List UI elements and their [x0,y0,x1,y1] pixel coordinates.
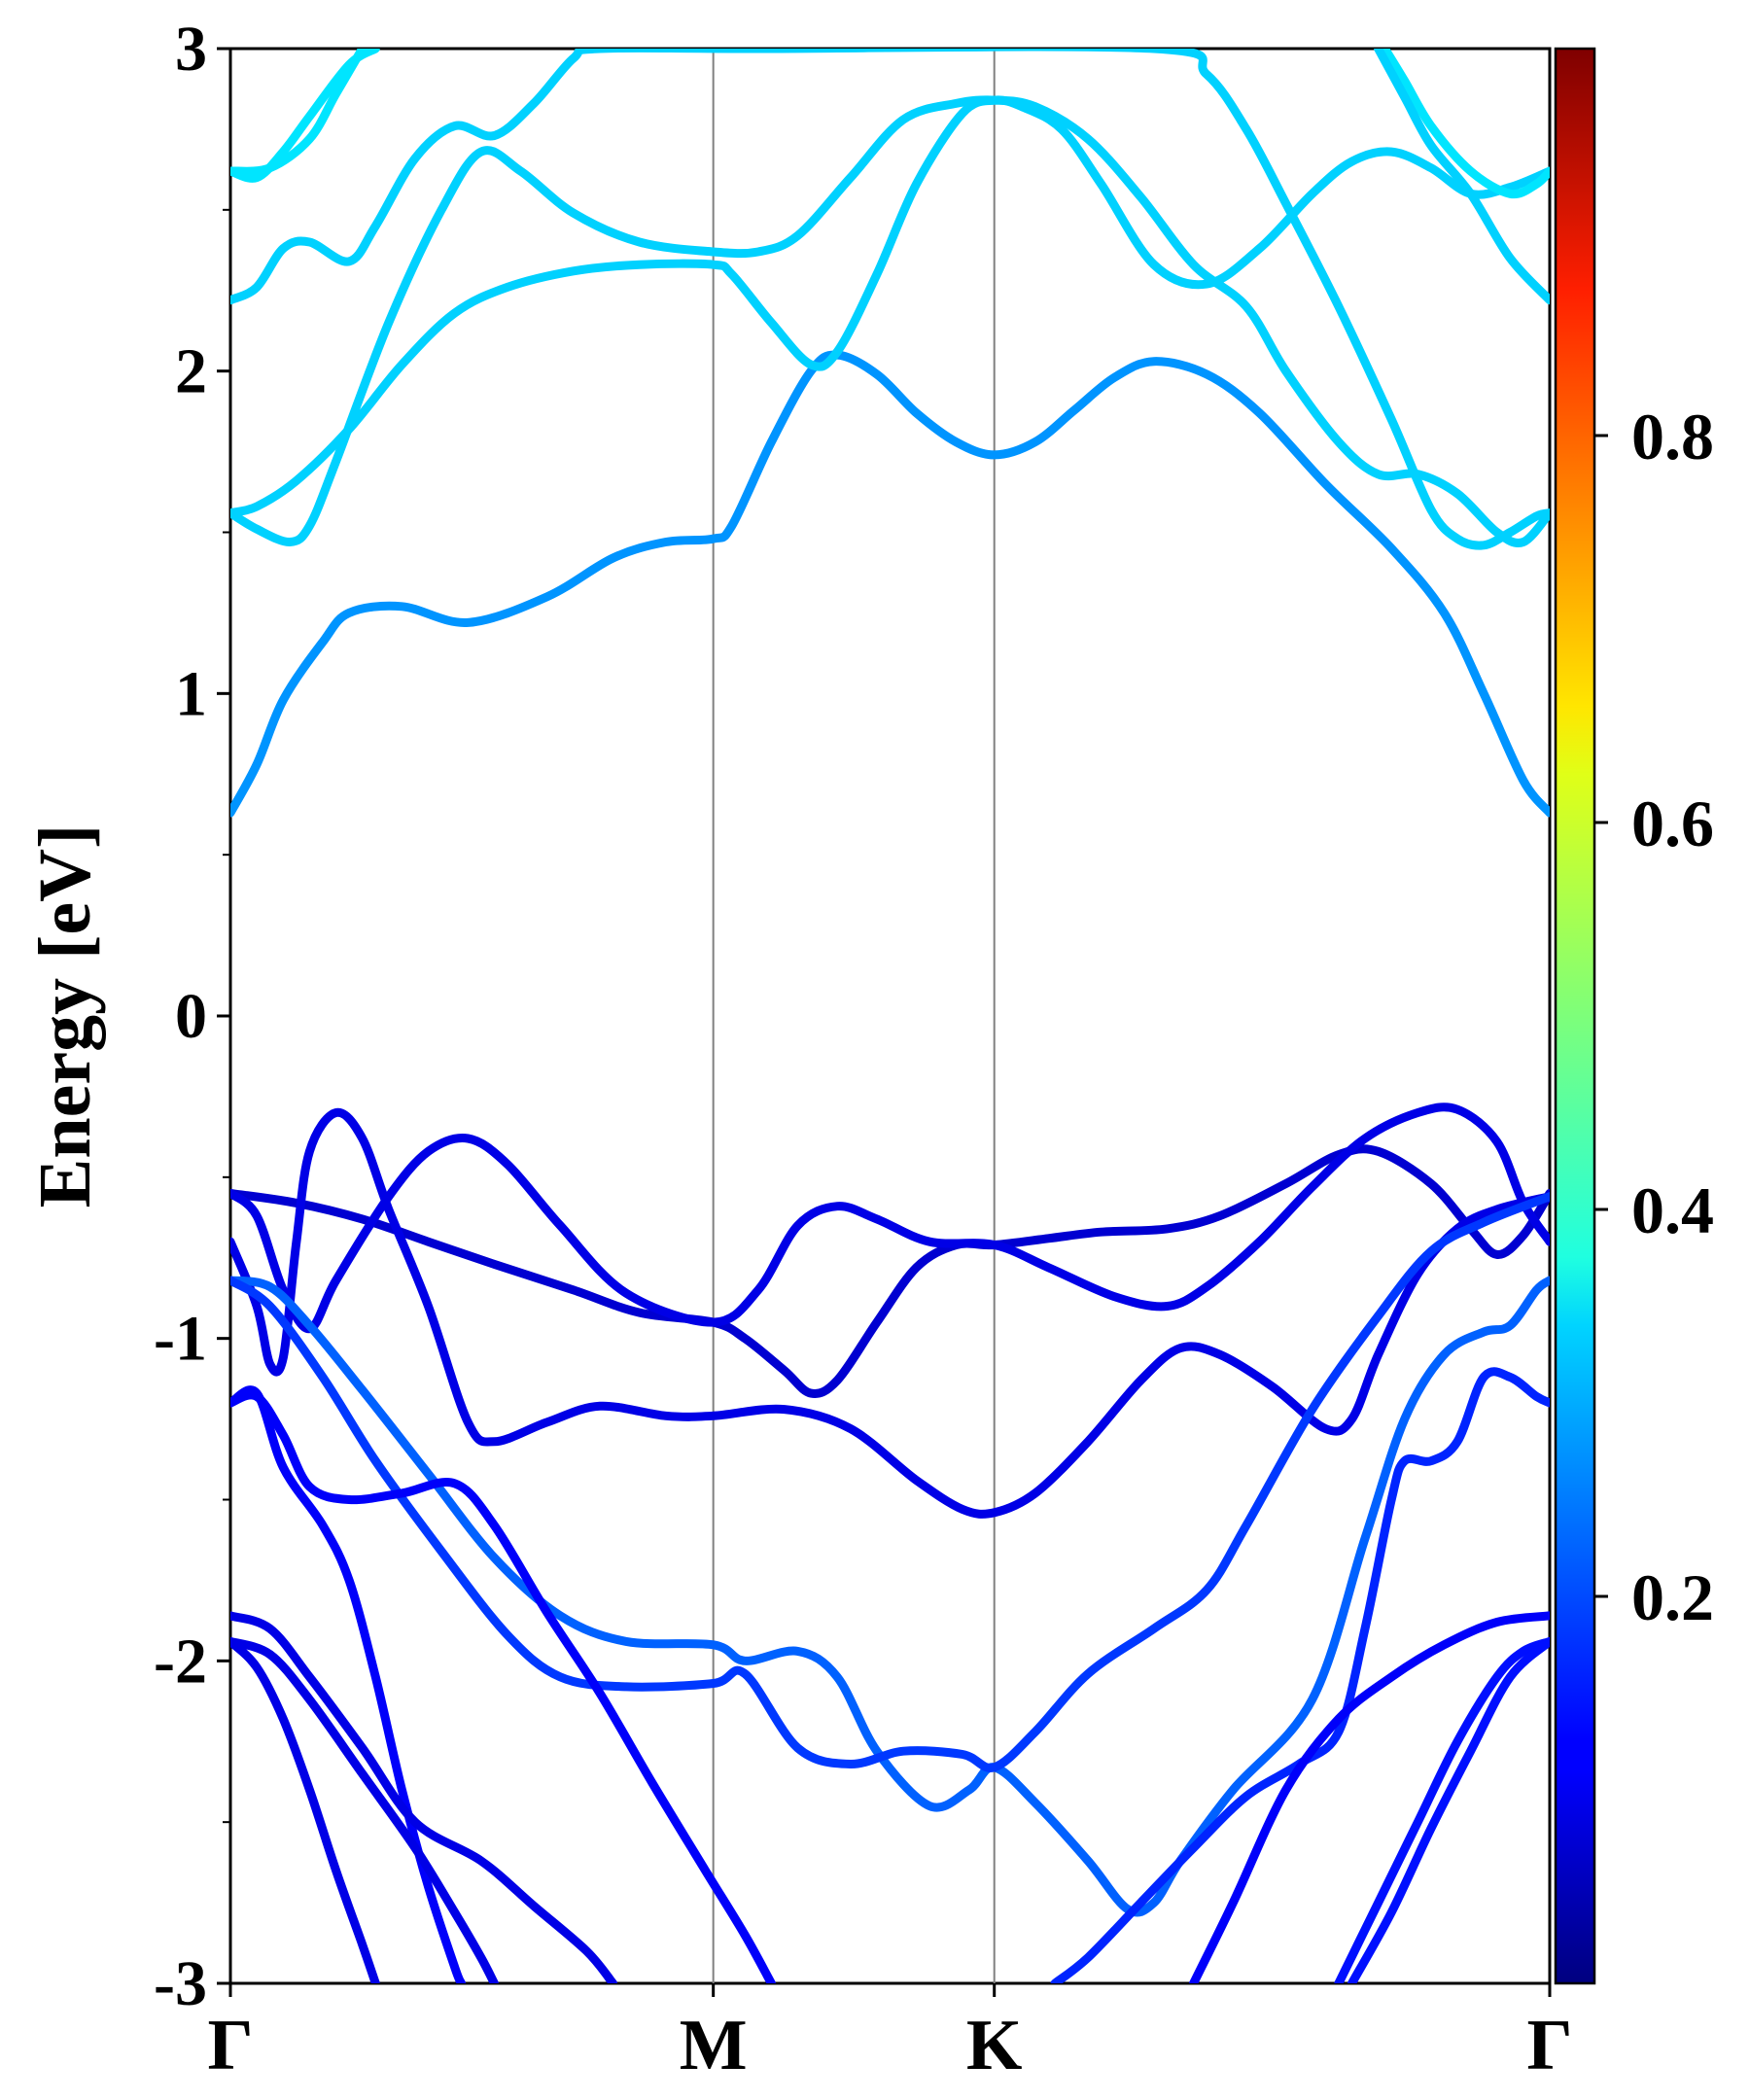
y-tick-label: 3 [175,14,207,85]
band-line [230,95,1550,547]
y-axis: 3 2 1 0 -1 -2 -3 [154,14,230,2019]
x-tick-label: M [680,2006,748,2085]
band-line [230,1107,1550,1519]
band-line [230,1636,499,1983]
band-line [1050,1367,1550,1983]
x-tick-label: K [966,2006,1023,2085]
colorbar-gradient [1554,47,1596,1985]
colorbar-tick-label: 0.4 [1631,1173,1714,1247]
y-tick-label: 1 [175,658,207,729]
colorbar-tick-label: 0.8 [1631,400,1714,473]
band-line [230,1144,1550,1398]
bands-group [230,49,1550,1983]
band-line [1374,49,1550,305]
high-symmetry-lines [712,49,996,1983]
band-line [230,350,1550,818]
x-tick-label: Γ [1526,2006,1572,2085]
band-line [230,1390,776,1983]
band-line [230,95,1550,518]
band-line [1189,1611,1550,1983]
y-tick-label: -2 [154,1626,207,1697]
y-tick-label: 2 [175,336,207,407]
band-line [230,49,1550,550]
band-line [230,49,368,176]
band-line [1334,1636,1550,1983]
colorbar: 0.2 0.4 0.6 0.8 [1554,47,1714,1985]
y-tick-label: -1 [154,1304,207,1375]
band-line [230,1636,380,1983]
band-line [230,1102,1550,1334]
x-tick-label: Γ [207,2006,253,2085]
y-tick-label: 0 [175,981,207,1052]
band-line [230,1611,617,1983]
band-line [1380,49,1550,199]
band-line [230,1192,1550,1772]
band-line [230,1385,466,1983]
y-axis-label: Energy [eV] [24,824,106,1208]
y-tick-label: -3 [154,1948,207,2019]
colorbar-tick-label: 0.6 [1631,787,1714,860]
band-line [1348,1636,1550,1983]
colorbar-tick-label: 0.2 [1631,1560,1714,1634]
